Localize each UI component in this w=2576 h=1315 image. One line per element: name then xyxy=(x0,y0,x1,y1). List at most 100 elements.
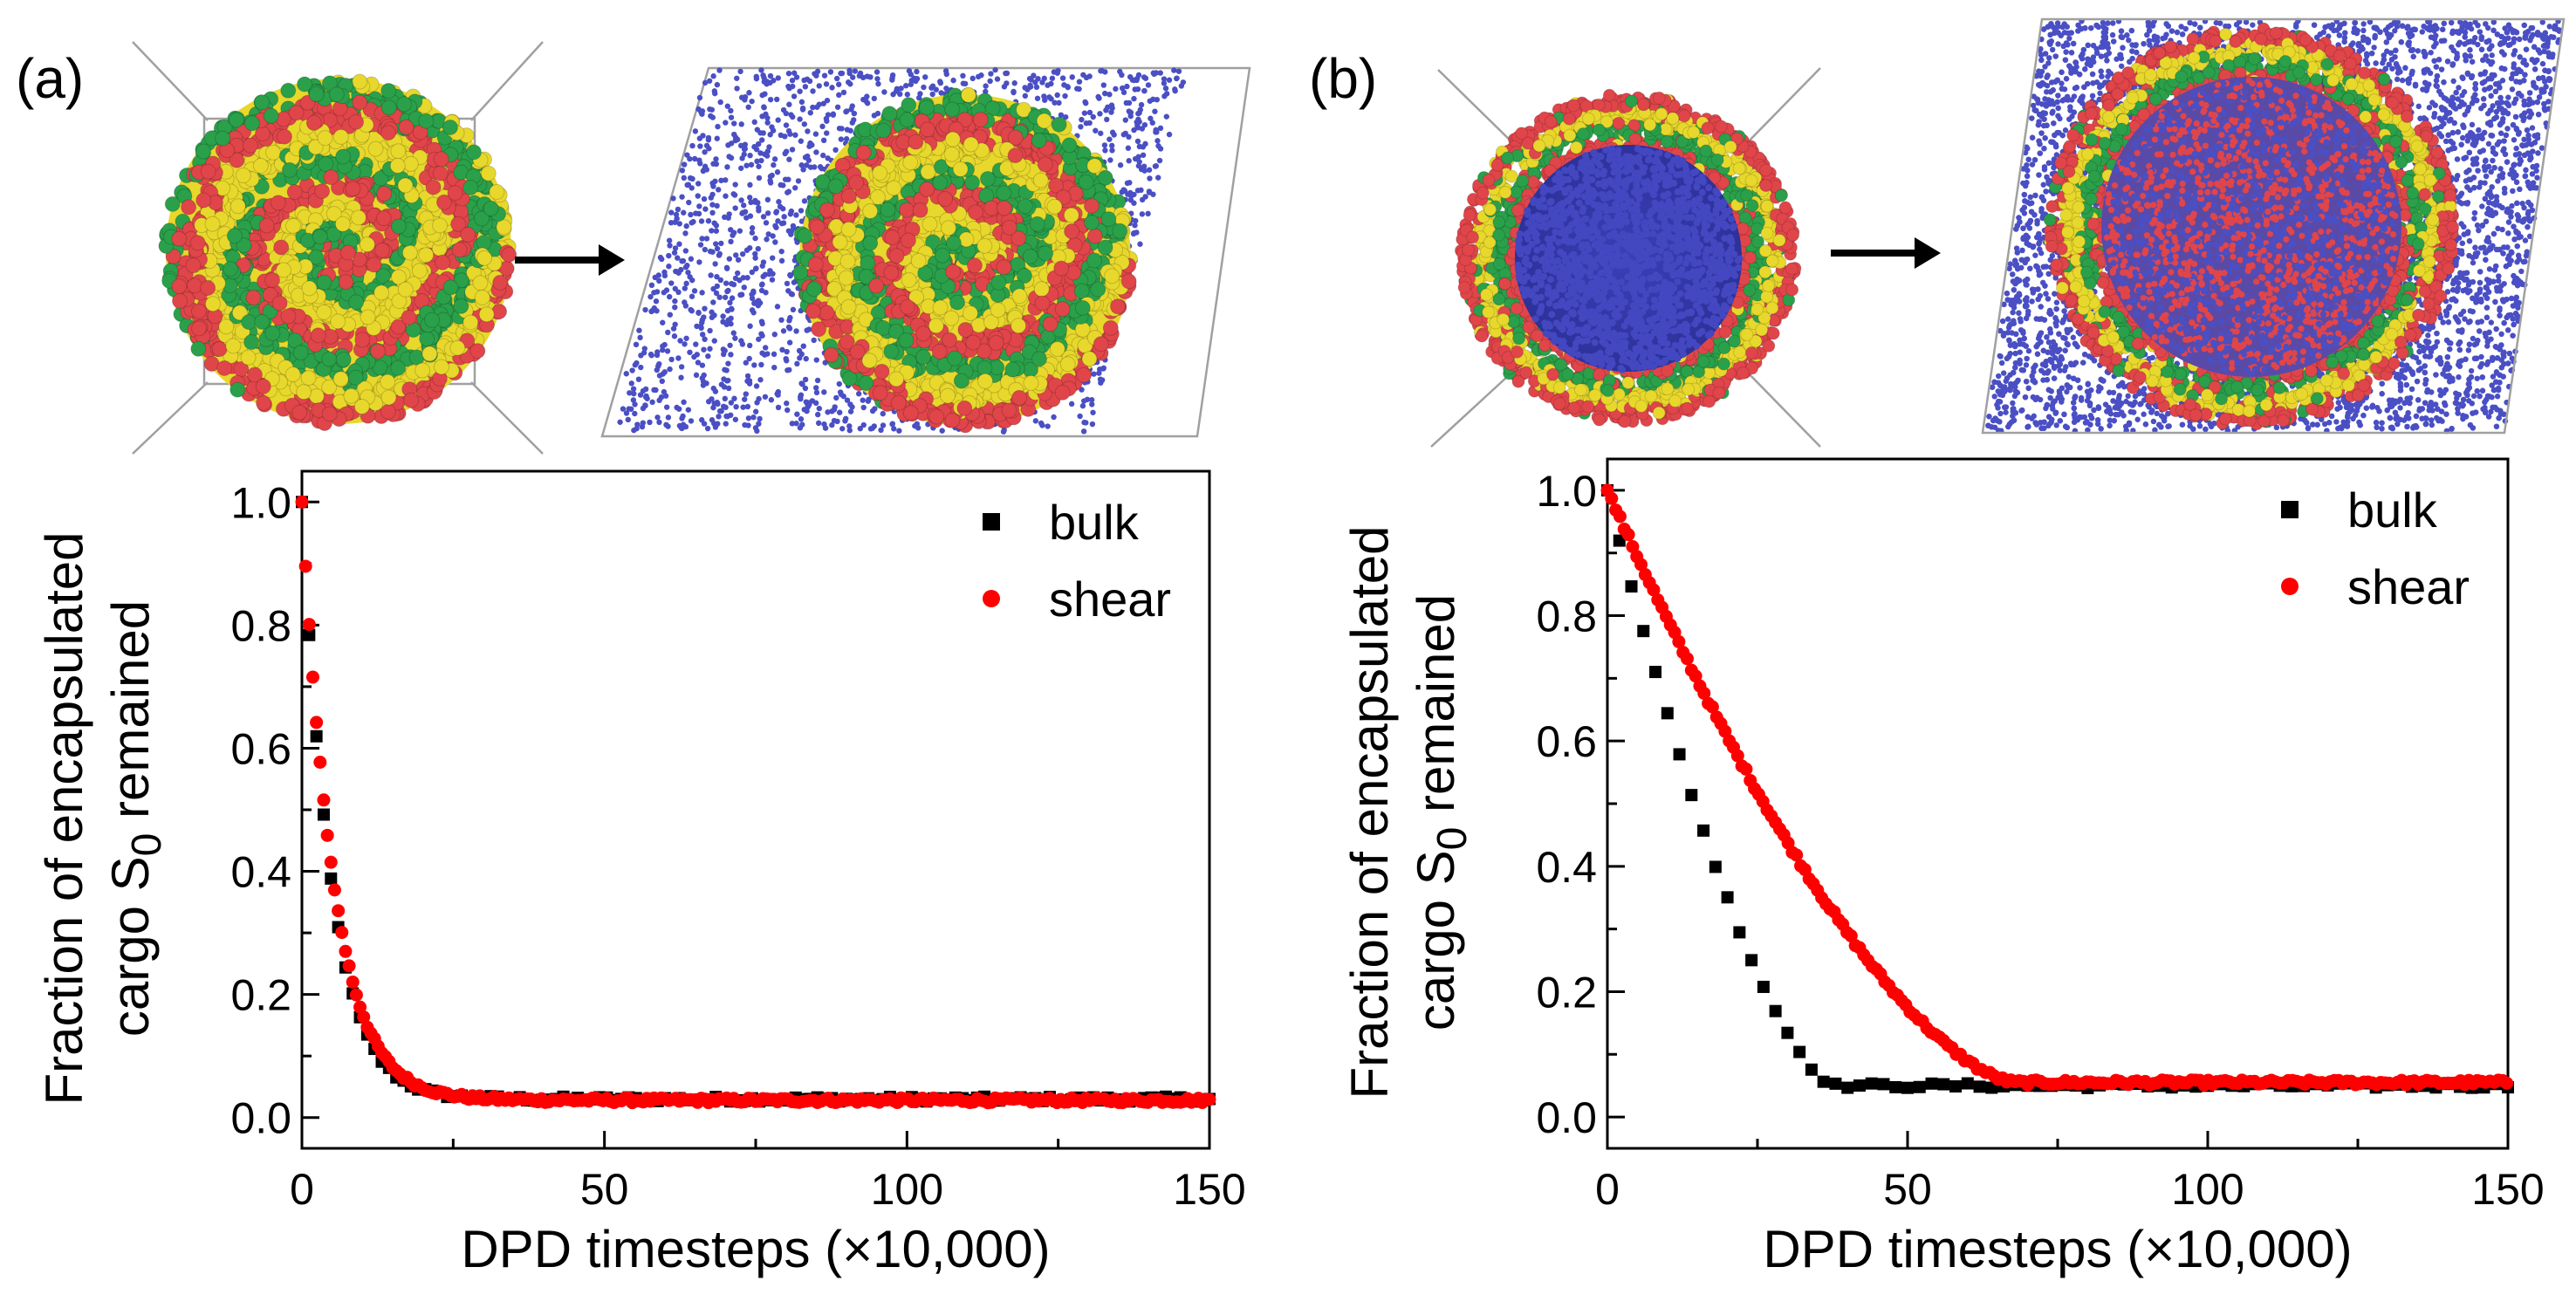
panel-a-micelle-after xyxy=(792,86,1138,434)
panel-b-sheared-box xyxy=(1981,17,2566,435)
data-point-shear xyxy=(1697,686,1711,700)
data-point-shear xyxy=(1621,528,1635,542)
data-point-bulk xyxy=(1889,1080,1902,1093)
data-point-bulk xyxy=(1841,1081,1854,1094)
chart-b-y-tick-labels: 0.0 0.2 0.4 0.6 0.8 1.0 xyxy=(1536,467,1597,1142)
data-point-bulk xyxy=(310,729,323,743)
data-point-shear xyxy=(335,926,349,940)
data-point-shear xyxy=(1681,652,1695,666)
panel-a-label: (a) xyxy=(16,47,84,110)
data-point-shear xyxy=(346,975,360,989)
data-point-bulk xyxy=(1673,748,1686,761)
x-tick-label: 0 xyxy=(290,1165,314,1214)
panel-a-micelle-before xyxy=(158,73,517,431)
data-point-bulk xyxy=(1661,707,1674,720)
data-point-bulk xyxy=(1865,1077,1878,1090)
data-point-bulk xyxy=(1937,1078,1950,1091)
panel-b-vesicle-before xyxy=(1454,88,1802,428)
data-point-shear xyxy=(1202,1092,1216,1106)
data-point-bulk xyxy=(1829,1077,1842,1090)
data-point-bulk xyxy=(1697,824,1710,837)
chart-a-legend: bulk shear xyxy=(983,495,1171,627)
y-tick-label: 0.2 xyxy=(1536,968,1597,1017)
data-point-bulk xyxy=(1685,789,1698,802)
chart-a-x-axis-title: DPD timesteps (×10,000) xyxy=(461,1220,1050,1278)
data-point-shear xyxy=(1739,762,1753,776)
y-tick-label: 0.4 xyxy=(230,848,291,897)
legend-marker-shear xyxy=(2281,578,2299,595)
data-point-bulk xyxy=(1973,1080,1986,1093)
data-point-shear xyxy=(295,495,309,509)
panel-b-arrow xyxy=(1831,237,1941,269)
x-tick-label: 100 xyxy=(2171,1165,2244,1214)
data-point-shear xyxy=(1730,749,1744,763)
legend-marker-shear xyxy=(983,590,1000,607)
y-tick-label: 0.8 xyxy=(1536,592,1597,641)
data-point-shear xyxy=(305,670,319,684)
chart-b-y-axis-title: Fraction of encapsulated cargo S0 remain… xyxy=(1340,525,1476,1099)
data-point-bulk xyxy=(1649,666,1662,679)
data-point-shear xyxy=(1605,491,1619,505)
chart-a: 0 50 100 150 0.0 0.2 0.4 0.6 0.8 1.0 DPD… xyxy=(35,469,1246,1278)
x-tick-label: 50 xyxy=(1883,1165,1932,1214)
x-tick-label: 150 xyxy=(1173,1165,1245,1214)
panel-a-sheared-box xyxy=(600,66,1251,438)
chart-a-points xyxy=(295,495,1216,1110)
data-point-shear xyxy=(1689,669,1702,683)
data-point-bulk xyxy=(1793,1045,1806,1058)
data-point-bulk xyxy=(1961,1077,1974,1090)
data-point-bulk xyxy=(1901,1081,1914,1094)
panel-b-left-box-lines xyxy=(1430,67,1821,448)
chart-b-points xyxy=(1600,483,2514,1094)
y-tick-label: 0.0 xyxy=(1536,1093,1597,1142)
panel-b-vesicle-after xyxy=(2043,22,2460,431)
x-tick-label: 0 xyxy=(1595,1165,1620,1214)
legend-label-shear: shear xyxy=(1049,572,1171,627)
legend-marker-bulk xyxy=(2281,501,2299,518)
chart-b-x-tick-labels: 0 50 100 150 xyxy=(1595,1165,2545,1214)
data-point-bulk xyxy=(303,628,316,641)
data-point-bulk xyxy=(1877,1078,1890,1091)
data-point-bulk xyxy=(1637,625,1650,638)
legend-marker-bulk xyxy=(983,513,1000,531)
panel-b-illustration: (b) xyxy=(1309,17,2566,448)
data-point-bulk xyxy=(1781,1026,1794,1039)
data-point-shear xyxy=(332,904,346,918)
chart-b-ticks xyxy=(1606,489,2510,1148)
y-tick-label: 0.6 xyxy=(1536,717,1597,766)
chart-a-ticks xyxy=(300,500,1211,1148)
y-axis-title-line1: Fraction of encapsulated xyxy=(1340,525,1399,1099)
data-point-shear xyxy=(349,988,363,1002)
data-point-bulk xyxy=(1709,860,1722,873)
data-point-bulk xyxy=(1925,1077,1938,1090)
data-point-shear xyxy=(357,1010,371,1024)
data-point-shear xyxy=(298,559,312,573)
chart-b: 0 50 100 150 0.0 0.2 0.4 0.6 0.8 1.0 DPD… xyxy=(1340,457,2545,1278)
data-point-shear xyxy=(327,883,341,897)
data-point-bulk xyxy=(1913,1080,1926,1093)
y-tick-label: 0.8 xyxy=(230,601,291,650)
data-point-shear xyxy=(313,756,327,770)
data-point-bulk xyxy=(1757,980,1770,993)
data-point-bulk xyxy=(1949,1080,1963,1093)
data-point-bulk xyxy=(1733,926,1746,939)
legend-label-bulk: bulk xyxy=(2347,483,2438,538)
panel-b-label: (b) xyxy=(1309,47,1377,110)
data-point-shear xyxy=(1647,583,1661,597)
data-point-shear xyxy=(342,959,356,973)
y-axis-title-line1: Fraction of encapsulated xyxy=(35,531,93,1105)
x-tick-label: 150 xyxy=(2471,1165,2544,1214)
data-point-bulk xyxy=(1613,534,1626,547)
legend-label-shear: shear xyxy=(2347,559,2470,614)
chart-b-x-axis-title: DPD timesteps (×10,000) xyxy=(1763,1220,2352,1278)
y-axis-title-line2: cargo S0 remained xyxy=(1407,594,1476,1031)
data-point-shear xyxy=(1672,634,1686,648)
data-point-shear xyxy=(339,944,353,958)
data-point-shear xyxy=(320,828,334,842)
y-axis-title-line2: cargo S0 remained xyxy=(101,600,170,1037)
data-point-shear xyxy=(1790,848,1804,862)
panel-a-illustration: (a) xyxy=(16,41,1251,455)
data-point-shear xyxy=(302,618,316,632)
chart-a-x-tick-labels: 0 50 100 150 xyxy=(290,1165,1246,1214)
data-point-shear xyxy=(1626,539,1640,553)
